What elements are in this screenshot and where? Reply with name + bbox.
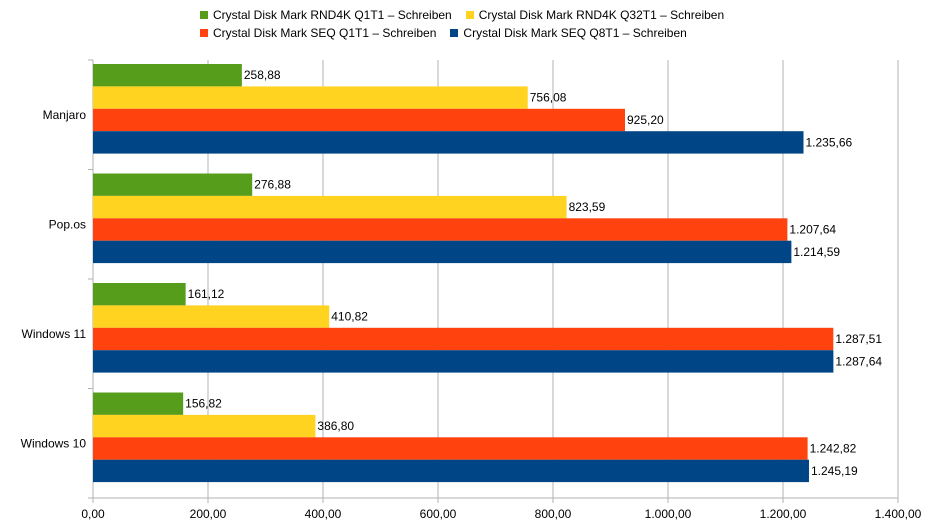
data-label: 386,80: [317, 419, 354, 433]
legend-swatch-rnd4k-q1t1: [200, 11, 208, 19]
bar: [93, 437, 808, 460]
data-label: 1.245,19: [811, 464, 858, 478]
x-tick-label: 800,00: [535, 507, 572, 521]
bar: [93, 305, 330, 328]
bar: [93, 459, 809, 483]
data-label: 276,88: [254, 178, 291, 192]
legend-item-seq-q1t1: Crystal Disk Mark SEQ Q1T1 – Schreiben: [200, 26, 436, 40]
data-label: 1.287,64: [835, 354, 882, 368]
bar: [93, 108, 625, 132]
legend-swatch-rnd4k-q32t1: [465, 11, 474, 19]
x-tick-label: 1.200,00: [760, 507, 807, 521]
legend-item-seq-q8t1: Crystal Disk Mark SEQ Q8T1 – Schreiben: [450, 26, 687, 40]
bar: [93, 173, 253, 196]
data-label: 161,12: [188, 287, 225, 301]
bar: [93, 131, 804, 154]
data-label: 258,88: [244, 68, 281, 82]
data-label: 823,59: [569, 200, 606, 214]
x-tick-label: 1.000,00: [645, 507, 692, 521]
category-label: Windows 11: [22, 327, 87, 341]
legend-item-rnd4k-q1t1: Crystal Disk Mark RND4K Q1T1 – Schreiben: [200, 8, 452, 22]
legend-label-seq-q8t1: Crystal Disk Mark SEQ Q8T1 – Schreiben: [463, 26, 687, 40]
data-label: 1.235,66: [806, 135, 853, 149]
x-tick-label: 0,00: [81, 507, 105, 521]
x-tick-label: 600,00: [420, 507, 457, 521]
category-label: Windows 10: [21, 436, 87, 450]
x-tick-label: 400,00: [305, 507, 342, 521]
bar: [93, 218, 788, 241]
legend-item-rnd4k-q32t1: Crystal Disk Mark RND4K Q32T1 – Schreibe…: [465, 8, 725, 22]
bar: [93, 350, 834, 373]
legend: Crystal Disk Mark RND4K Q1T1 – Schreiben…: [200, 6, 760, 42]
bar: [93, 86, 528, 109]
legend-label-rnd4k-q1t1: Crystal Disk Mark RND4K Q1T1 – Schreiben: [213, 8, 452, 22]
x-tick-label: 200,00: [190, 507, 227, 521]
bar: [93, 240, 792, 264]
x-tick-label: 1.400,00: [875, 507, 922, 521]
category-label: Pop.os: [49, 217, 86, 231]
legend-label-seq-q1t1: Crystal Disk Mark SEQ Q1T1 – Schreiben: [213, 26, 437, 40]
data-label: 1.287,51: [835, 332, 882, 346]
legend-swatch-seq-q8t1: [450, 29, 459, 37]
bar: [93, 327, 834, 351]
data-label: 156,82: [185, 397, 222, 411]
bar: [93, 64, 242, 87]
data-label: 1.214,59: [793, 245, 840, 259]
legend-label-rnd4k-q32t1: Crystal Disk Mark RND4K Q32T1 – Schreibe…: [478, 8, 725, 22]
bar: [93, 195, 567, 219]
data-label: 410,82: [331, 310, 368, 324]
bar: [93, 283, 186, 306]
data-label: 1.207,64: [789, 223, 836, 237]
legend-swatch-seq-q1t1: [200, 29, 208, 37]
bar: [93, 414, 316, 438]
category-label: Manjaro: [43, 108, 87, 122]
legend-row: Crystal Disk Mark RND4K Q1T1 – Schreiben…: [200, 6, 760, 24]
data-label: 1.242,82: [810, 442, 857, 456]
data-label: 756,08: [530, 91, 567, 105]
bar: [93, 392, 184, 415]
data-label: 925,20: [627, 113, 664, 127]
legend-row: Crystal Disk Mark SEQ Q1T1 – Schreiben C…: [200, 24, 760, 42]
